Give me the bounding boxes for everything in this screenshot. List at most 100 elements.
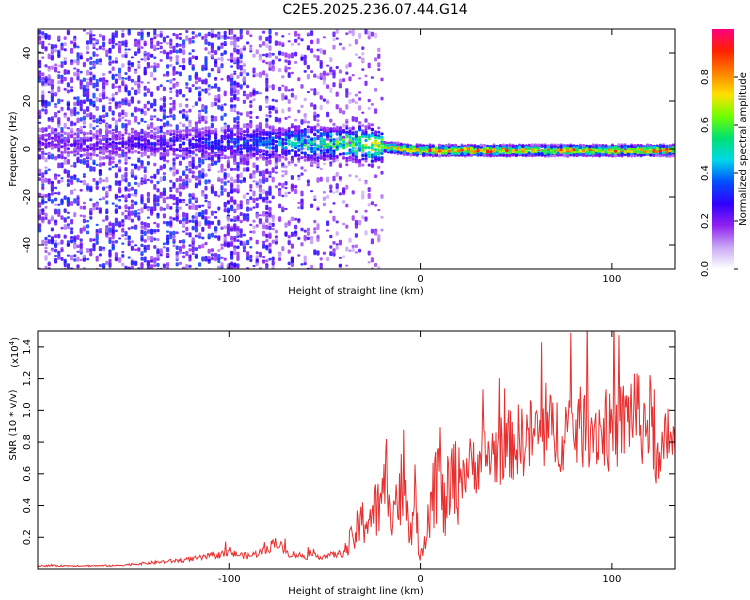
spectrogram-cell <box>57 35 61 40</box>
spectrogram-cell <box>329 138 333 142</box>
spectrogram-cell <box>380 145 384 149</box>
spectrogram-cell <box>54 112 58 117</box>
spectrogram-cell <box>143 85 147 91</box>
spectrogram-cell <box>162 114 166 120</box>
spectrogram-cell <box>57 162 61 169</box>
spectrogram-cell <box>118 237 122 240</box>
spectrogram-cell <box>345 152 349 156</box>
spectrogram-cell <box>143 169 147 173</box>
spectrogram-cell <box>322 162 326 166</box>
spectrogram-cell <box>354 210 358 214</box>
spectrogram-cell <box>50 153 54 160</box>
spectrogram-cell <box>374 204 378 207</box>
spectrogram-cell <box>54 155 58 161</box>
spectrogram-cell <box>236 215 240 220</box>
spectrogram-cell <box>121 54 125 58</box>
spectrogram-cell <box>252 147 256 151</box>
spectrogram-cell <box>162 220 166 225</box>
spectrogram-cell <box>153 194 157 200</box>
spectrogram-cell <box>284 231 288 237</box>
spectrogram-cell <box>258 170 262 177</box>
spectrogram-cell <box>230 40 234 46</box>
spectrogram-cell <box>316 250 320 256</box>
spectrogram-cell <box>146 197 150 203</box>
spectrogram-cell <box>191 134 195 138</box>
spectrogram-cell <box>358 33 362 39</box>
spectrogram-cell <box>47 193 51 197</box>
spectrogram-cell <box>207 152 211 155</box>
spectrogram-cell <box>326 131 330 135</box>
spectrogram-cell <box>198 173 202 179</box>
spectrogram-cell <box>143 68 147 73</box>
spectrogram-cell <box>268 225 272 231</box>
spectrogram-cell <box>310 162 314 166</box>
spectrogram-cell <box>92 205 96 211</box>
spectrogram-cell <box>169 147 173 151</box>
spectrogram-cell <box>233 158 237 162</box>
spectrogram-cell <box>364 154 368 158</box>
spectrogram-cell <box>50 131 54 135</box>
spectrogram-cell <box>329 210 333 214</box>
spectrogram-cell <box>246 214 250 220</box>
spectrogram-cell <box>102 72 106 76</box>
spectrogram-cell <box>281 166 285 169</box>
spectrogram-cell <box>66 159 70 165</box>
spectrogram-cell <box>194 135 198 139</box>
spectrogram-cell <box>114 101 118 107</box>
spectrogram-cell <box>278 128 282 131</box>
spectrogram-cell <box>194 226 198 233</box>
spectrogram-cell <box>345 135 349 139</box>
spectrogram-cell <box>374 132 378 136</box>
spectrogram-cell <box>140 148 144 151</box>
spectrogram-cell <box>127 256 131 259</box>
spectrogram-cell <box>374 262 378 267</box>
spectrogram-cell <box>207 130 211 134</box>
spectrogram-cell <box>287 66 291 70</box>
spectrogram-cell <box>121 262 125 267</box>
spectrogram-cell <box>364 139 368 142</box>
spectrogram-cell <box>124 123 128 129</box>
spectrogram-cell <box>255 151 259 155</box>
spectrogram-cell <box>153 77 157 81</box>
spectrogram-cell <box>210 116 214 119</box>
spectrogram-cell <box>226 36 230 40</box>
spectrogram-cell <box>89 61 93 66</box>
spectrogram-cell <box>303 158 307 162</box>
spectrogram-cell <box>204 199 208 203</box>
spectrogram-cell <box>60 248 64 252</box>
spectrogram-cell <box>130 193 134 197</box>
spectrogram-cell <box>223 188 227 193</box>
spectrogram-cell <box>44 246 48 250</box>
spectrogram-cell <box>204 255 208 262</box>
spectrogram-cell <box>166 42 170 45</box>
spectrogram-cell <box>230 81 234 86</box>
spectrogram-cell <box>348 30 352 34</box>
spectrogram-cell <box>98 92 102 98</box>
spectrogram-cell <box>162 122 166 128</box>
spectrogram-cell <box>102 186 106 191</box>
spectrogram-cell <box>281 84 285 87</box>
spectrogram-cell <box>191 170 195 175</box>
spectrogram-cell <box>303 59 307 66</box>
spectrogram-cell <box>262 70 266 76</box>
spectrogram-cell <box>166 148 170 152</box>
spectrogram-cell <box>63 260 67 266</box>
spectrogram-cell <box>92 147 96 151</box>
spectrogram-cell <box>57 233 61 239</box>
spectrogram-cell <box>297 218 301 222</box>
spectrogram-cell <box>54 66 58 73</box>
spectrogram-cell <box>422 152 426 156</box>
spectrogram-cell <box>172 143 176 147</box>
spectrogram-cell <box>188 60 192 66</box>
spectrogram-cell <box>204 120 208 124</box>
spectrogram-cell <box>210 232 214 238</box>
spectrogram-cell <box>121 151 125 158</box>
spectrogram-cell <box>38 72 42 77</box>
spectrogram-cell <box>306 231 310 236</box>
spectrogram-cell <box>134 51 138 56</box>
spectrogram-cell <box>172 108 176 111</box>
spectrogram-cell <box>143 256 147 263</box>
spectrogram-cell <box>166 132 170 136</box>
spectrogram-cell <box>150 130 154 134</box>
spectrogram-cell <box>137 76 141 83</box>
